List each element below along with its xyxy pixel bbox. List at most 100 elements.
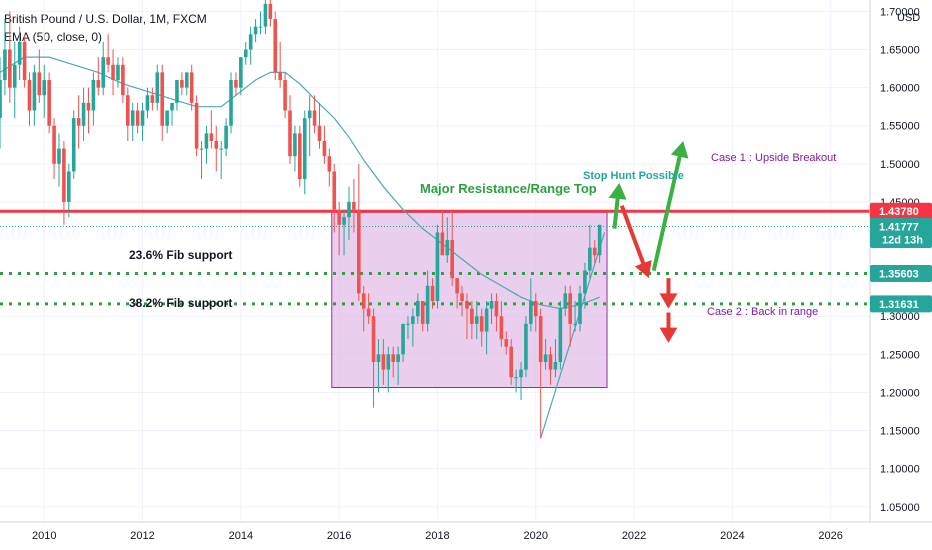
time-axis: 2010 2012 2014 2016 2018 2020 2022 2024 2026 [0, 521, 932, 550]
candle-body [170, 102, 174, 111]
candle-body [450, 240, 455, 279]
candle-body [401, 323, 405, 355]
arrows [608, 140, 689, 343]
red-block-arrow-1 [659, 278, 678, 309]
candle-body [470, 308, 474, 324]
candle-body [352, 201, 356, 210]
annotation-stop-hunt: Stop Hunt Possible [583, 170, 684, 182]
candle-body [253, 26, 258, 35]
chart-symbol-title: British Pound / U.S. Dollar, 1M, FXCM [4, 12, 207, 26]
time-tick-label: 2016 [327, 530, 351, 542]
candle-body [155, 72, 160, 103]
time-tick-label: 2024 [720, 530, 744, 542]
candle-body [366, 308, 371, 317]
red-block-arrow-2 [659, 312, 678, 343]
time-tick-label: 2020 [524, 530, 548, 542]
candle-body [180, 80, 184, 88]
candle-body [278, 72, 282, 81]
candle-body [455, 278, 459, 294]
candle-body [101, 57, 106, 88]
price-tick-label: 1.50000 [880, 159, 920, 171]
candle-body [86, 102, 91, 111]
candle-body [293, 133, 297, 157]
candle-body [474, 316, 479, 324]
candle-body [509, 346, 513, 378]
candle-body [597, 224, 602, 256]
price-tick-label: 1.60000 [880, 83, 920, 95]
price-tick-label: 1.30000 [880, 311, 920, 323]
candle-body [8, 49, 12, 88]
price-label-value: 1.43780 [879, 206, 919, 218]
candle-body [361, 293, 366, 309]
price-tick-label: 1.20000 [880, 387, 920, 399]
candle-body [504, 339, 509, 347]
candle-body [298, 133, 302, 180]
candle-body [415, 301, 420, 317]
price-label-box [870, 218, 932, 249]
candle-body [543, 354, 548, 362]
candle-body [116, 64, 120, 81]
candle-body [106, 57, 110, 65]
candle-body [0, 80, 2, 119]
candle-body [214, 140, 219, 149]
candle-body [199, 148, 204, 150]
candle-body [332, 171, 337, 210]
candle-body [184, 72, 189, 88]
trendline [540, 232, 606, 439]
time-axis-bg [0, 522, 870, 550]
time-tick-label: 2012 [130, 530, 154, 542]
candle-body [224, 125, 228, 149]
candle-body [307, 110, 312, 119]
candle-body [553, 361, 558, 370]
candle-body [283, 80, 287, 111]
candle-body [568, 293, 572, 324]
annotation-fib-23: 23.6% Fib support [129, 248, 232, 262]
price-tick-label: 1.15000 [880, 426, 920, 438]
candle-body [465, 301, 469, 309]
candle-body [499, 316, 504, 340]
candle-body [150, 95, 155, 103]
candle-body [538, 316, 543, 362]
price-label-box [870, 202, 932, 220]
price-label-value: 1.35603 [879, 269, 919, 281]
candle-body [47, 80, 51, 126]
currency-label: USD [897, 12, 920, 24]
red-dip-arrow [619, 205, 652, 279]
candle-body [81, 102, 86, 126]
price-axis: 1.700001.650001.600001.550001.500001.450… [869, 0, 932, 550]
candle-body [135, 110, 140, 126]
candle-body [268, 3, 273, 20]
candle-body [42, 80, 47, 96]
annotation-major-resistance: Major Resistance/Range Top [420, 181, 597, 196]
candle-body [494, 301, 499, 317]
price-label-value: 1.31631 [879, 299, 919, 311]
candle-body [91, 80, 96, 111]
price-tick-label: 1.70000 [880, 6, 920, 18]
candle-body [76, 118, 81, 126]
candle-body [204, 133, 209, 149]
candle-body [519, 369, 523, 378]
candle-body [312, 110, 317, 126]
candle-body [445, 240, 450, 256]
time-tick-label: 2010 [32, 530, 56, 542]
candle-body [52, 125, 56, 164]
candle-body [121, 64, 125, 96]
candle-body [578, 293, 582, 324]
candle-body [302, 118, 307, 180]
level-lines [0, 209, 870, 306]
annotation-case1: Case 1 : Upside Breakout [711, 152, 836, 164]
price-tick-label: 1.10000 [880, 464, 920, 476]
candle-body [32, 72, 37, 111]
candle-body [243, 49, 248, 58]
candle-body [386, 354, 391, 370]
candle-body [219, 148, 223, 150]
candle-body [396, 354, 400, 362]
candle-body [263, 3, 268, 27]
candle-body [189, 72, 194, 103]
candle-body [489, 301, 494, 309]
candle-body [327, 156, 332, 172]
candle-body [62, 148, 66, 202]
candle-body [17, 41, 22, 65]
